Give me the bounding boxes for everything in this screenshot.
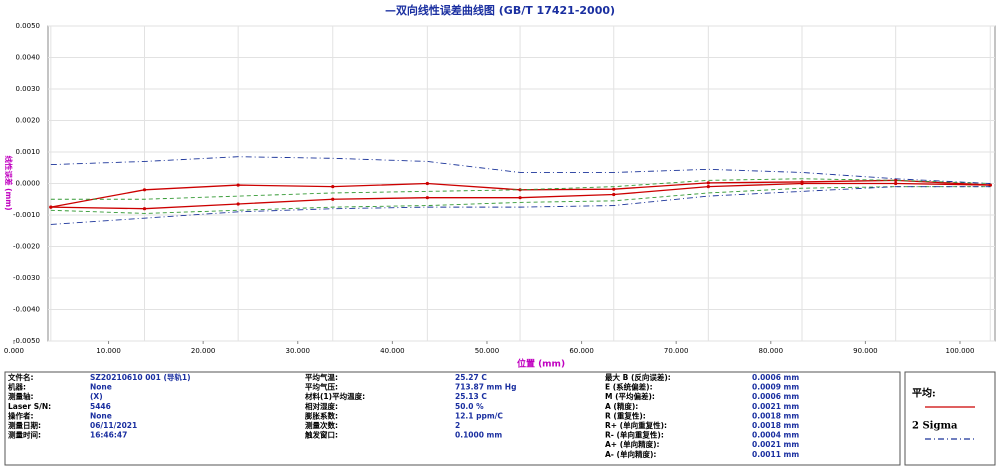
info-value: SZ20210610 001 (导轨1) (90, 372, 191, 382)
y-tick-label: 0.0050 (16, 22, 41, 30)
info-label: E (系统偏差): (605, 382, 653, 392)
y-tick-label: 0.0030 (16, 85, 41, 93)
x-tick-label: 100.000 (946, 347, 975, 355)
data-point (331, 185, 335, 189)
y-tick-label: -0.0010 (13, 211, 40, 219)
info-label: R (重复性): (605, 410, 646, 420)
data-point (894, 178, 898, 182)
legend-label: 2 Sigma (912, 421, 958, 432)
data-point (331, 197, 335, 201)
info-label: 测量时间: (8, 430, 41, 440)
info-value: 0.0006 mm (752, 373, 799, 382)
chart-title: —双向线性误差曲线图 (GB/T 17421-2000) (385, 3, 615, 17)
info-value: 0.0021 mm (752, 440, 799, 449)
x-tick-label: 40.000 (380, 347, 405, 355)
info-value: None (90, 411, 112, 420)
y-tick-label: -0.0020 (13, 243, 40, 251)
info-label: 平均气压: (305, 382, 338, 392)
data-point (142, 188, 147, 192)
info-label: R- (单向重复性): (605, 430, 664, 440)
series-line (50, 178, 991, 200)
x-tick-label: 80.000 (759, 347, 784, 355)
info-value: 16:46:47 (90, 431, 127, 440)
data-point (706, 185, 710, 189)
y-tick-label: -0.0040 (13, 306, 40, 314)
info-value: 0.0018 mm (752, 421, 799, 430)
legend-label: 平均: (912, 387, 936, 400)
data-point (425, 196, 429, 200)
info-value: 12.1 ppm/C (455, 411, 503, 420)
data-point (800, 181, 804, 186)
info-label: 膨胀系数: (304, 410, 338, 420)
info-label: A- (单向精度): (605, 449, 656, 459)
y-tick-label: 0.0000 (16, 180, 41, 188)
info-value: 0.0018 mm (752, 411, 799, 420)
y-tick-label: -0.0050 (13, 337, 40, 345)
x-tick-label: 20.000 (191, 347, 216, 355)
x-tick-label: 90.000 (853, 347, 878, 355)
info-value: (X) (90, 392, 103, 401)
info-label: 机器: (8, 382, 26, 392)
info-label: M (平均偏差): (605, 391, 655, 401)
x-axis-label: 位置 (mm) (517, 358, 565, 370)
x-tick-label: 50.000 (475, 347, 500, 355)
info-label: 测量轴: (8, 391, 34, 401)
data-point (612, 192, 616, 197)
series-line (50, 186, 991, 214)
info-label: 材料(1)平均温度: (305, 391, 365, 401)
info-label: Laser S/N: (8, 402, 51, 411)
data-point (894, 181, 898, 186)
info-value: 50.0 % (455, 402, 484, 411)
y-tick-label: 0.0040 (16, 54, 41, 62)
x-tick-label: 60.000 (569, 347, 594, 355)
x-tick-label: 0.000 (4, 347, 24, 355)
info-value: 0.0009 mm (752, 383, 799, 392)
data-point (425, 181, 429, 186)
data-point (142, 207, 147, 211)
data-point (49, 205, 53, 209)
info-value: 0.0021 mm (752, 402, 799, 411)
data-point (988, 183, 992, 187)
info-value: 713.87 mm Hg (455, 383, 516, 392)
info-label: 相对湿度: (305, 401, 338, 411)
info-panel (4, 371, 901, 466)
y-axis-label: 线性误差 (mm) (4, 155, 14, 210)
data-point (612, 187, 616, 191)
info-label: A+ (单向精度): (605, 439, 660, 449)
data-point (518, 196, 522, 200)
info-label: R+ (单向重复性): (605, 420, 667, 430)
y-tick-label: 0.0020 (16, 117, 41, 125)
data-point (706, 181, 710, 185)
x-tick-label: 30.000 (286, 347, 311, 355)
info-label: 最大 B (反向误差): (605, 372, 671, 382)
info-value: 06/11/2021 (90, 421, 137, 430)
info-value: 0.0006 mm (752, 392, 799, 401)
y-tick-label: -0.0030 (13, 274, 40, 282)
info-value: 25.13 C (455, 392, 487, 401)
info-label: 触发窗口: (305, 430, 338, 440)
info-label: A (精度): (605, 401, 638, 411)
data-point (236, 183, 240, 187)
info-label: 文件名: (8, 372, 34, 382)
data-point (236, 202, 240, 206)
legend-panel (904, 371, 996, 466)
info-label: 操作者: (8, 410, 34, 420)
info-value: 0.0011 mm (752, 450, 799, 459)
info-label: 平均气温: (305, 372, 338, 382)
info-value: 5446 (90, 402, 111, 411)
info-value: None (90, 383, 112, 392)
info-label: 测量次数: (305, 420, 338, 430)
info-value: 0.0004 mm (752, 431, 799, 440)
series-line (50, 156, 991, 184)
x-tick-label: 10.000 (96, 347, 121, 355)
x-tick-label: 70.000 (664, 347, 689, 355)
info-value: 25.27 C (455, 373, 487, 382)
info-label: 测量日期: (8, 420, 41, 430)
info-value: 0.1000 mm (455, 431, 502, 440)
series-line (50, 186, 991, 225)
y-tick-label: 0.0010 (16, 148, 41, 156)
info-value: 2 (455, 421, 460, 430)
